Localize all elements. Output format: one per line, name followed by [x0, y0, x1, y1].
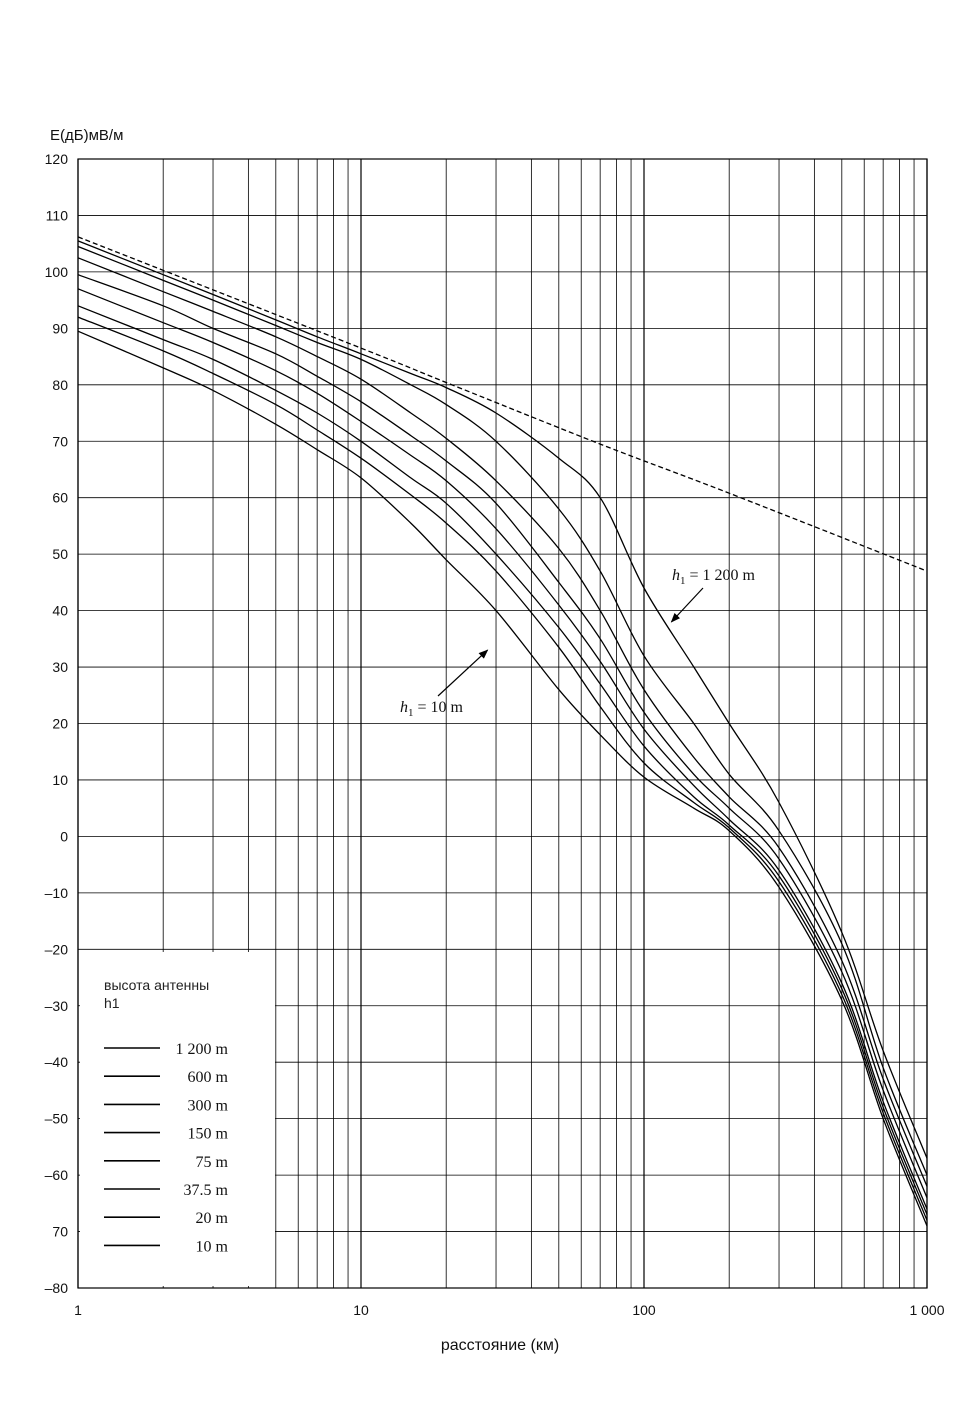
legend-label: 150 m — [188, 1126, 229, 1143]
y-tick-label: –30 — [45, 998, 69, 1014]
y-tick-label: 120 — [45, 151, 69, 167]
x-tick-label: 100 — [632, 1302, 656, 1318]
legend-label: 600 m — [188, 1069, 229, 1086]
y-tick-label: –50 — [45, 1111, 69, 1127]
y-tick-label: 30 — [52, 659, 68, 675]
y-tick-label: 100 — [45, 264, 69, 280]
legend-label: 37.5 m — [184, 1182, 229, 1199]
y-tick-label: –80 — [45, 1280, 69, 1296]
reference-line — [77, 236, 928, 572]
y-tick-label: 70 — [52, 433, 68, 449]
x-tick-label: 1 — [74, 1302, 82, 1318]
y-tick-label: 90 — [52, 320, 68, 336]
y-tick-label: 40 — [52, 603, 68, 619]
plot-frame — [77, 158, 928, 1289]
y-tick-label: 0 — [60, 828, 68, 844]
x-axis-label: расстояние (км) — [441, 1337, 559, 1354]
x-tick-label: 10 — [353, 1302, 369, 1318]
legend-label: 10 m — [196, 1238, 229, 1255]
series-line — [77, 245, 928, 1176]
y-tick-label: 110 — [46, 207, 69, 223]
legend-title: высота антенны — [104, 977, 209, 993]
legend-title-sub: h1 — [104, 995, 120, 1011]
legend-label: 1 200 m — [176, 1041, 229, 1058]
annotation-label: h1 = 1 200 m — [672, 567, 756, 587]
y-tick-label: 80 — [52, 377, 68, 393]
annotation-label: h1 = 10 m — [400, 699, 464, 719]
legend-label: 75 m — [196, 1154, 229, 1171]
y-tick-label: 20 — [52, 716, 68, 732]
annotations: h1 = 1 200 m h1 = 10 m — [400, 567, 756, 719]
y-tick-label: –20 — [45, 941, 69, 957]
y-tick-label: 70 — [52, 1224, 68, 1240]
y-tick-label: 10 — [52, 772, 68, 788]
series-line — [77, 240, 928, 1159]
legend-label: 300 m — [188, 1097, 229, 1114]
series-line — [77, 274, 928, 1198]
annotation-arrow — [670, 587, 704, 623]
tick-labels: 1201101009080706050403020100–10–20–30–40… — [45, 151, 945, 1318]
legend: высота антенны h1 1 200 m 600 m 300 m 150 m 75… — [80, 952, 275, 1286]
chart-grid — [77, 158, 928, 1289]
y-tick-label: –10 — [45, 885, 69, 901]
y-tick-label: –40 — [45, 1054, 69, 1070]
series-line — [77, 288, 928, 1210]
series-line — [77, 330, 928, 1227]
series-line — [77, 316, 928, 1221]
y-axis-label: E(дБ)мВ/м — [50, 127, 123, 144]
x-tick-label: 1 000 — [909, 1302, 944, 1318]
legend-label: 20 m — [196, 1210, 229, 1227]
series-line — [77, 305, 928, 1215]
annotation-arrow — [437, 649, 489, 697]
y-tick-label: 60 — [52, 490, 68, 506]
series-layer — [77, 240, 928, 1227]
series-line — [77, 257, 928, 1187]
y-tick-label: –60 — [45, 1167, 69, 1183]
reference-line-layer — [77, 236, 928, 572]
legend-box — [80, 952, 275, 1286]
y-tick-label: 50 — [52, 546, 68, 562]
